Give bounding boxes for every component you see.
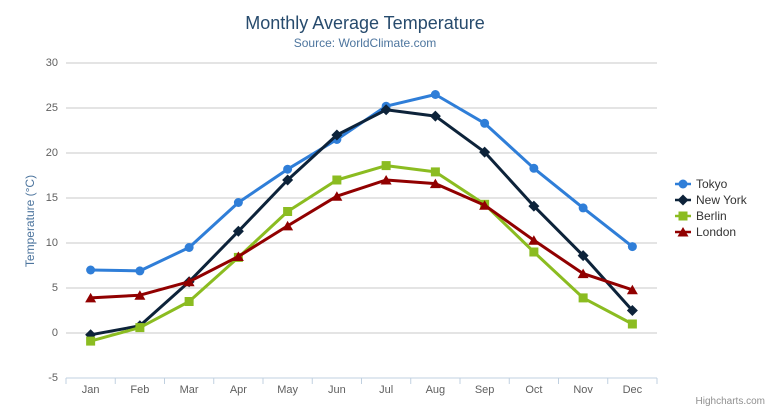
legend-item-label: Berlin	[696, 209, 727, 223]
export-menu-button[interactable]	[727, 13, 749, 33]
series-marker-london[interactable]	[85, 292, 97, 303]
series-marker-london[interactable]	[626, 284, 638, 295]
x-axis-label: Apr	[229, 384, 247, 396]
chart-title: Monthly Average Temperature	[245, 13, 485, 33]
legend-marker-shape[interactable]	[678, 179, 688, 189]
series-marker-london[interactable]	[282, 220, 294, 231]
series-marker-new-york[interactable]	[232, 225, 244, 237]
series-line-new-york	[89, 108, 634, 337]
series-marker-tokyo[interactable]	[283, 164, 293, 174]
x-axis-label: Dec	[622, 384, 643, 396]
series-marker-tokyo[interactable]	[480, 118, 490, 128]
y-axis-label: 20	[45, 147, 58, 159]
y-axis-label: -5	[48, 372, 58, 384]
series-marker-london[interactable]	[429, 178, 441, 189]
legend-item-label: Tokyo	[696, 177, 728, 191]
series-line-london	[89, 178, 634, 300]
legend-item-london[interactable]: London	[675, 224, 747, 240]
legend: Tokyo New York Berlin London	[675, 176, 747, 240]
series-marker-london[interactable]	[479, 200, 491, 210]
legend-marker-shape[interactable]	[677, 227, 689, 237]
series-marker-berlin[interactable]	[381, 161, 391, 171]
series-marker-new-york[interactable]	[380, 104, 392, 116]
series-marker-tokyo[interactable]	[135, 266, 145, 276]
y-axis-label: 0	[51, 327, 58, 339]
series-marker-new-york[interactable]	[479, 146, 491, 158]
series-marker-london[interactable]	[134, 290, 146, 300]
series-marker-london[interactable]	[577, 268, 589, 279]
triangle-legend-marker-icon	[675, 227, 691, 237]
y-axis-title: Temperature (°C)	[23, 174, 37, 268]
x-axis-label: Feb	[130, 384, 150, 396]
series-marker-london[interactable]	[380, 175, 392, 185]
series-marker-berlin[interactable]	[184, 297, 194, 306]
x-axis-label: Aug	[425, 384, 446, 396]
legend-marker-shape[interactable]	[678, 211, 688, 221]
legend-item-label: New York	[696, 193, 747, 207]
series-marker-new-york[interactable]	[626, 305, 638, 316]
series-marker-berlin[interactable]	[283, 207, 293, 216]
legend-item-tokyo[interactable]: Tokyo	[675, 176, 747, 192]
y-axis-label: 30	[45, 57, 58, 69]
series-marker-berlin[interactable]	[430, 167, 440, 177]
series-marker-new-york[interactable]	[429, 110, 441, 122]
series-marker-tokyo[interactable]	[233, 198, 243, 207]
x-axis-label: Oct	[525, 384, 543, 396]
series-marker-tokyo[interactable]	[430, 90, 440, 99]
y-axis-label: 5	[51, 282, 58, 294]
square-legend-marker-icon	[675, 211, 691, 221]
x-axis-label: Sep	[474, 384, 495, 396]
series-marker-london[interactable]	[528, 235, 540, 245]
x-axis-label: Jul	[379, 384, 394, 396]
series-marker-london[interactable]	[232, 251, 244, 262]
series-marker-new-york[interactable]	[528, 200, 540, 212]
x-axis-label: Nov	[573, 384, 593, 396]
chart-subtitle: Source: WorldClimate.com	[293, 36, 437, 50]
legend-item-new-york[interactable]: New York	[675, 192, 747, 208]
series-marker-tokyo[interactable]	[578, 203, 588, 213]
legend-marker-shape[interactable]	[677, 194, 689, 206]
series-marker-berlin[interactable]	[332, 175, 342, 185]
series-marker-berlin[interactable]	[627, 319, 637, 329]
series-marker-tokyo[interactable]	[627, 242, 637, 252]
y-axis-label: 10	[45, 237, 58, 249]
series-line-berlin	[89, 164, 634, 343]
circle-legend-marker-icon	[675, 179, 691, 189]
x-axis-label: Mar	[179, 384, 199, 396]
series-marker-tokyo[interactable]	[184, 243, 194, 252]
series-marker-berlin[interactable]	[135, 323, 145, 333]
x-axis-label: Jan	[81, 384, 100, 396]
x-axis-label: May	[277, 384, 299, 396]
series-marker-london[interactable]	[183, 276, 195, 287]
series-marker-tokyo[interactable]	[529, 163, 539, 173]
series-marker-new-york[interactable]	[282, 174, 294, 186]
y-axis-label: 15	[45, 192, 58, 204]
series-marker-new-york[interactable]	[331, 129, 343, 141]
series-marker-new-york[interactable]	[577, 250, 589, 262]
series-marker-tokyo[interactable]	[86, 265, 96, 275]
series-marker-london[interactable]	[331, 191, 343, 201]
x-axis-label: Jun	[328, 384, 346, 396]
diamond-legend-marker-icon	[675, 194, 691, 206]
highcharts-credit[interactable]: Highcharts.com	[695, 396, 765, 407]
legend-item-berlin[interactable]: Berlin	[675, 208, 747, 224]
series-marker-berlin[interactable]	[86, 336, 96, 346]
y-axis-label: 25	[45, 102, 58, 114]
legend-item-label: London	[696, 225, 737, 239]
series-marker-berlin[interactable]	[578, 293, 588, 303]
series-marker-berlin[interactable]	[529, 247, 539, 257]
